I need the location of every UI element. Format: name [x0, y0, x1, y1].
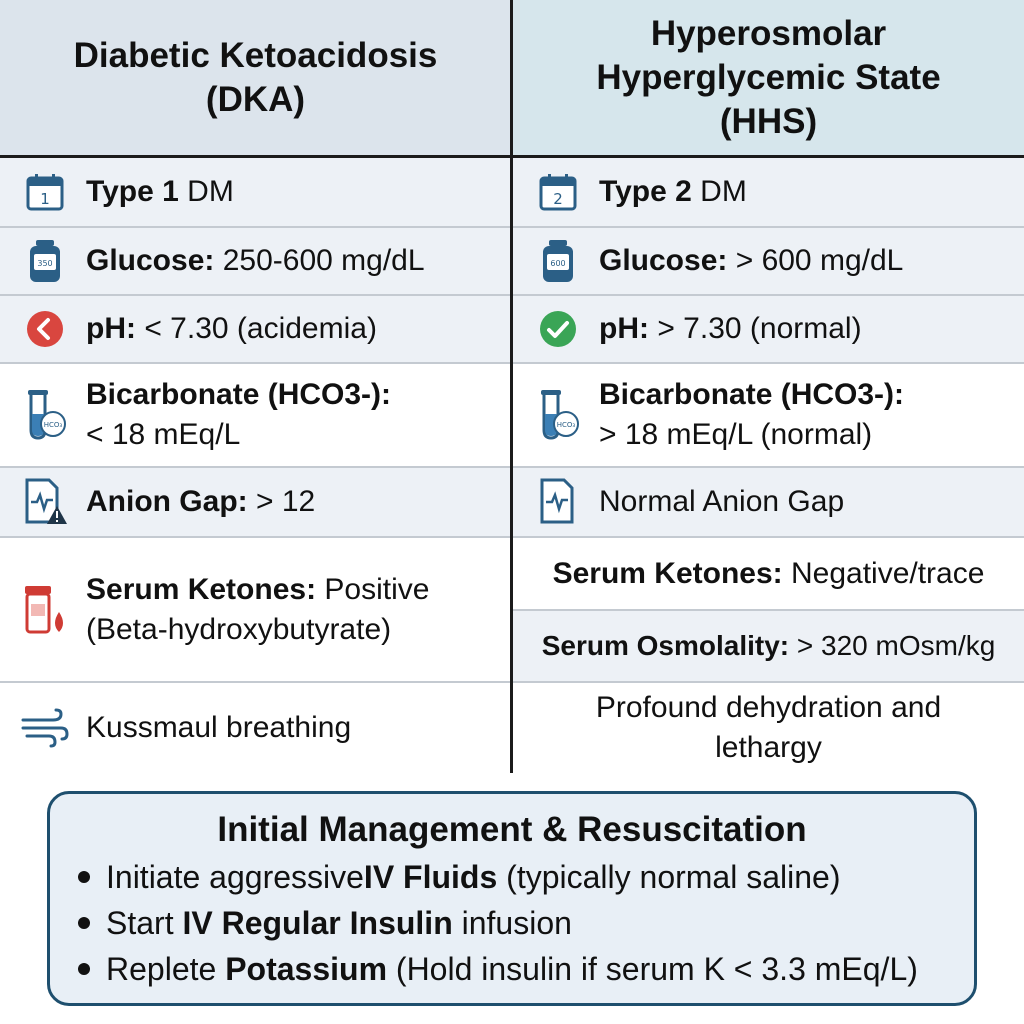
- list-item: Initiate aggressive IV Fluids (typically…: [78, 854, 918, 900]
- hhs-ketones-text: Serum Ketones: Negative/trace: [552, 556, 985, 590]
- svg-text:HCO₃: HCO₃: [557, 421, 576, 429]
- green-check-circle-icon: [533, 304, 583, 354]
- document-warning-icon: [20, 477, 70, 527]
- wind-icon: [20, 703, 70, 753]
- svg-text:600: 600: [550, 259, 565, 268]
- dka-glucose-row: 350 Glucose: 250-600 mg/dL: [0, 228, 511, 296]
- calendar-2-icon: 2: [533, 167, 583, 217]
- dka-type-row: 1 Type 1 DM: [0, 158, 511, 228]
- hhs-anion-text: Normal Anion Gap: [599, 485, 845, 518]
- dka-glucose-text: Glucose: 250-600 mg/dL: [86, 244, 425, 277]
- test-tube-icon: HCO₃: [20, 390, 70, 440]
- hhs-type-row: 2 Type 2 DM: [513, 158, 1024, 228]
- dka-bicarb-row: HCO₃ Bicarbonate (HCO3-): < 18 mEq/L: [0, 364, 511, 468]
- calendar-1-icon: 1: [20, 167, 70, 217]
- dka-ketones-row: Serum Ketones: Positive (Beta-hydroxybut…: [0, 538, 511, 683]
- svg-text:HCO₃: HCO₃: [44, 421, 63, 429]
- hhs-column: Hyperosmolar Hyperglycemic State (HHS) 2…: [513, 0, 1024, 773]
- hhs-osmolality-text: Serum Osmolality: > 320 mOsm/kg: [541, 630, 996, 661]
- management-title: Initial Management & Resuscitation: [217, 810, 807, 849]
- dka-header: Diabetic Ketoacidosis (DKA): [0, 0, 511, 158]
- list-item: Start IV Regular Insulin infusion: [78, 900, 918, 946]
- svg-text:350: 350: [37, 259, 52, 268]
- hhs-bicarb-row: HCO₃ Bicarbonate (HCO3-): > 18 mEq/L (nor…: [513, 364, 1024, 468]
- svg-text:2: 2: [553, 190, 563, 208]
- hhs-ph-row: pH: > 7.30 (normal): [513, 296, 1024, 364]
- glucose-meter-icon: 350: [20, 236, 70, 286]
- hhs-ph-text: pH: > 7.30 (normal): [599, 312, 862, 345]
- management-list: Initiate aggressive IV Fluids (typically…: [78, 854, 918, 992]
- hhs-ketones-row: Serum Ketones: Negative/trace: [513, 538, 1024, 611]
- dka-column: Diabetic Ketoacidosis (DKA) 1 Type 1 DM …: [0, 0, 511, 773]
- bullet-icon: [78, 963, 90, 975]
- test-tube-icon: HCO₃: [533, 390, 583, 440]
- hhs-dehydration-row: Profound dehydration and lethargy: [513, 683, 1024, 773]
- hhs-osmolality-row: Serum Osmolality: > 320 mOsm/kg: [513, 611, 1024, 683]
- hhs-bicarb-text: Bicarbonate (HCO3-): > 18 mEq/L (normal): [599, 378, 905, 451]
- dka-bicarb-text: Bicarbonate (HCO3-): < 18 mEq/L: [86, 378, 392, 451]
- dka-ph-row: pH: < 7.30 (acidemia): [0, 296, 511, 364]
- dka-ph-text: pH: < 7.30 (acidemia): [86, 312, 377, 345]
- dka-breathing-text: Kussmaul breathing: [86, 711, 352, 744]
- dka-ketones-text: Serum Ketones: Positive (Beta-hydroxybut…: [86, 572, 430, 646]
- hhs-glucose-row: 600 Glucose: > 600 mg/dL: [513, 228, 1024, 296]
- dka-type-text: Type 1 DM: [86, 175, 234, 208]
- hhs-header: Hyperosmolar Hyperglycemic State (HHS): [513, 0, 1024, 158]
- document-pulse-icon: [533, 477, 583, 527]
- bullet-icon: [78, 871, 90, 883]
- hhs-type-text: Type 2 DM: [599, 175, 747, 208]
- svg-text:1: 1: [40, 190, 50, 208]
- dka-anion-text: Anion Gap: > 12: [86, 485, 316, 518]
- dka-anion-row: Anion Gap: > 12: [0, 468, 511, 538]
- column-divider: [510, 0, 513, 773]
- hhs-dehydration-text: Profound dehydration and lethargy: [595, 691, 942, 764]
- red-arrow-circle-icon: [20, 304, 70, 354]
- hhs-glucose-text: Glucose: > 600 mg/dL: [599, 244, 904, 277]
- bullet-icon: [78, 917, 90, 929]
- list-item: Replete Potassium (Hold insulin if serum…: [78, 946, 918, 992]
- glucose-meter-icon: 600: [533, 236, 583, 286]
- hhs-anion-row: Normal Anion Gap: [513, 468, 1024, 538]
- dka-breathing-row: Kussmaul breathing: [0, 683, 511, 773]
- management-box: Initial Management & Resuscitation Initi…: [47, 791, 977, 1006]
- blood-vial-icon: [20, 585, 70, 635]
